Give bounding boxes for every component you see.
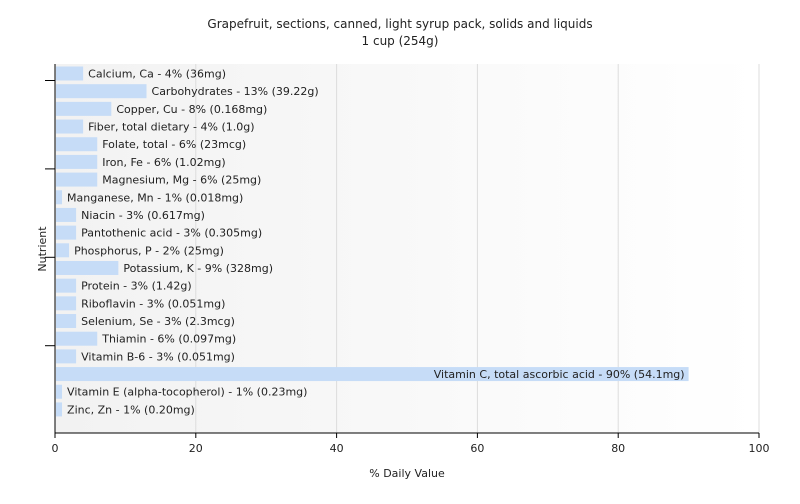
bar-label: Phosphorus, P - 2% (25mg) <box>74 244 224 257</box>
bar <box>56 66 84 81</box>
bar <box>56 349 77 364</box>
x-tick-label: 0 <box>52 442 59 455</box>
bar <box>56 225 77 240</box>
bar-label: Iron, Fe - 6% (1.02mg) <box>102 156 225 169</box>
bar-label: Folate, total - 6% (23mcg) <box>102 138 246 151</box>
bar-label: Magnesium, Mg - 6% (25mg) <box>102 174 261 187</box>
bar-label: Selenium, Se - 3% (2.3mcg) <box>81 315 235 328</box>
bar-label: Thiamin - 6% (0.097mg) <box>101 333 236 346</box>
bar <box>56 243 70 258</box>
bar <box>56 137 98 152</box>
bar <box>56 331 98 346</box>
bar <box>56 154 98 169</box>
bar <box>56 296 77 311</box>
chart-title: Grapefruit, sections, canned, light syru… <box>207 17 592 31</box>
bar-label: Manganese, Mn - 1% (0.018mg) <box>67 191 243 204</box>
bar <box>56 384 63 399</box>
x-tick-label: 40 <box>330 442 344 455</box>
bar-label: Potassium, K - 9% (328mg) <box>123 262 273 275</box>
bar-label: Vitamin B-6 - 3% (0.051mg) <box>81 350 235 363</box>
bar-label: Niacin - 3% (0.617mg) <box>81 209 205 222</box>
bar-label: Pantothenic acid - 3% (0.305mg) <box>81 227 262 240</box>
bar-label: Zinc, Zn - 1% (0.20mg) <box>67 403 195 416</box>
bar-label: Carbohydrates - 13% (39.22g) <box>152 85 319 98</box>
bar <box>56 101 112 116</box>
bar-label: Copper, Cu - 8% (0.168mg) <box>116 103 267 116</box>
bar <box>56 119 84 134</box>
x-tick-label: 100 <box>749 442 770 455</box>
bar <box>56 278 77 293</box>
bar <box>56 190 63 205</box>
bar <box>56 402 63 417</box>
axes: 0 20 40 60 80 100 <box>45 64 770 455</box>
bar-label: Calcium, Ca - 4% (36mg) <box>88 68 226 81</box>
bar <box>56 84 147 99</box>
chart-subtitle: 1 cup (254g) <box>362 34 439 48</box>
bar-label: Fiber, total dietary - 4% (1.0g) <box>88 121 254 134</box>
bar <box>56 260 119 275</box>
bar <box>56 314 77 329</box>
x-tick-label: 60 <box>470 442 484 455</box>
bar <box>56 207 77 222</box>
y-axis-label: Nutrient <box>36 226 49 272</box>
x-tick-label: 80 <box>611 442 625 455</box>
bar-label: Vitamin E (alpha-tocopherol) - 1% (0.23m… <box>67 386 307 399</box>
x-tick-label: 20 <box>189 442 203 455</box>
bar <box>56 172 98 187</box>
bar-label: Protein - 3% (1.42g) <box>81 280 192 293</box>
bars: Calcium, Ca - 4% (36mg) Carbohydrates - 1… <box>56 66 689 417</box>
bar <box>56 367 689 382</box>
x-axis-label: % Daily Value <box>369 467 445 480</box>
bar-label: Vitamin C, total ascorbic acid - 90% (54… <box>434 368 685 381</box>
bar-label: Riboflavin - 3% (0.051mg) <box>81 297 225 310</box>
